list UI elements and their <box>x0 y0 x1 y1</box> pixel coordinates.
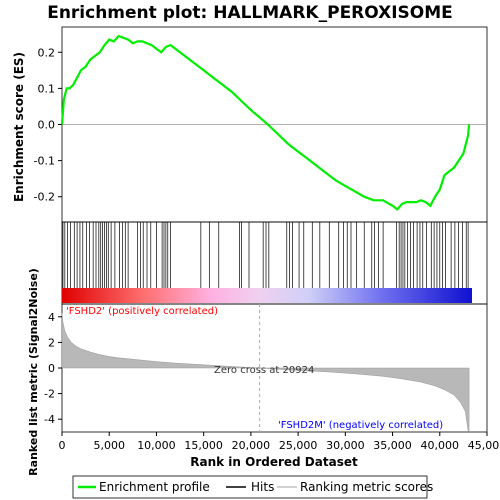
es-tick-label: 0.2 <box>38 46 56 59</box>
negative-correlation-label: 'FSHD2M' (negatively correlated) <box>278 420 443 431</box>
es-tick-label: -0.2 <box>34 191 55 204</box>
enrichment-profile-line <box>60 34 471 211</box>
x-tick-label: 25,000 <box>279 439 318 452</box>
es-tick-label: -0.1 <box>34 155 55 168</box>
legend-label-hits: Hits <box>251 480 274 494</box>
metric-tick-label: 4 <box>48 311 55 324</box>
metric-tick-label: 2 <box>48 336 55 349</box>
es-tick-label: 0.0 <box>38 119 56 132</box>
x-tick-label: 35,000 <box>373 439 412 452</box>
x-tick-label: 10,000 <box>137 439 176 452</box>
x-tick-label: 20,000 <box>232 439 271 452</box>
metric-tick-label: -2 <box>44 388 55 401</box>
x-axis-label: Rank in Ordered Dataset <box>190 455 358 469</box>
x-tick-label: 5,000 <box>93 439 125 452</box>
x-tick-label: 15,000 <box>184 439 223 452</box>
x-tick-label: 30,000 <box>326 439 365 452</box>
legend-label-metric: Ranking metric scores <box>300 480 433 494</box>
es-tick-label: 0.1 <box>38 82 56 95</box>
ranking-color-strip <box>62 288 472 303</box>
es-axis-label: Enrichment score (ES) <box>12 52 26 202</box>
metric-tick-label: -4 <box>44 413 55 426</box>
metric-axis-label: Ranked list metric (Signal2Noise) <box>27 268 40 476</box>
x-tick-label: 0 <box>59 439 66 452</box>
zero-cross-label: Zero cross at 20924 <box>214 365 314 376</box>
ranking-metric-area <box>61 312 470 433</box>
legend-box <box>72 475 428 499</box>
chart-title: Enrichment plot: HALLMARK_PEROXISOME <box>47 3 453 23</box>
x-tick-label: 40,000 <box>421 439 460 452</box>
metric-tick-label: 0 <box>48 362 55 375</box>
legend: Enrichment profile Hits Ranking metric s… <box>72 475 433 499</box>
x-tick-label: 45,000 <box>468 439 500 452</box>
legend-label-enrichment: Enrichment profile <box>99 480 210 494</box>
positive-correlation-label: 'FSHD2' (positively correlated) <box>66 306 218 317</box>
